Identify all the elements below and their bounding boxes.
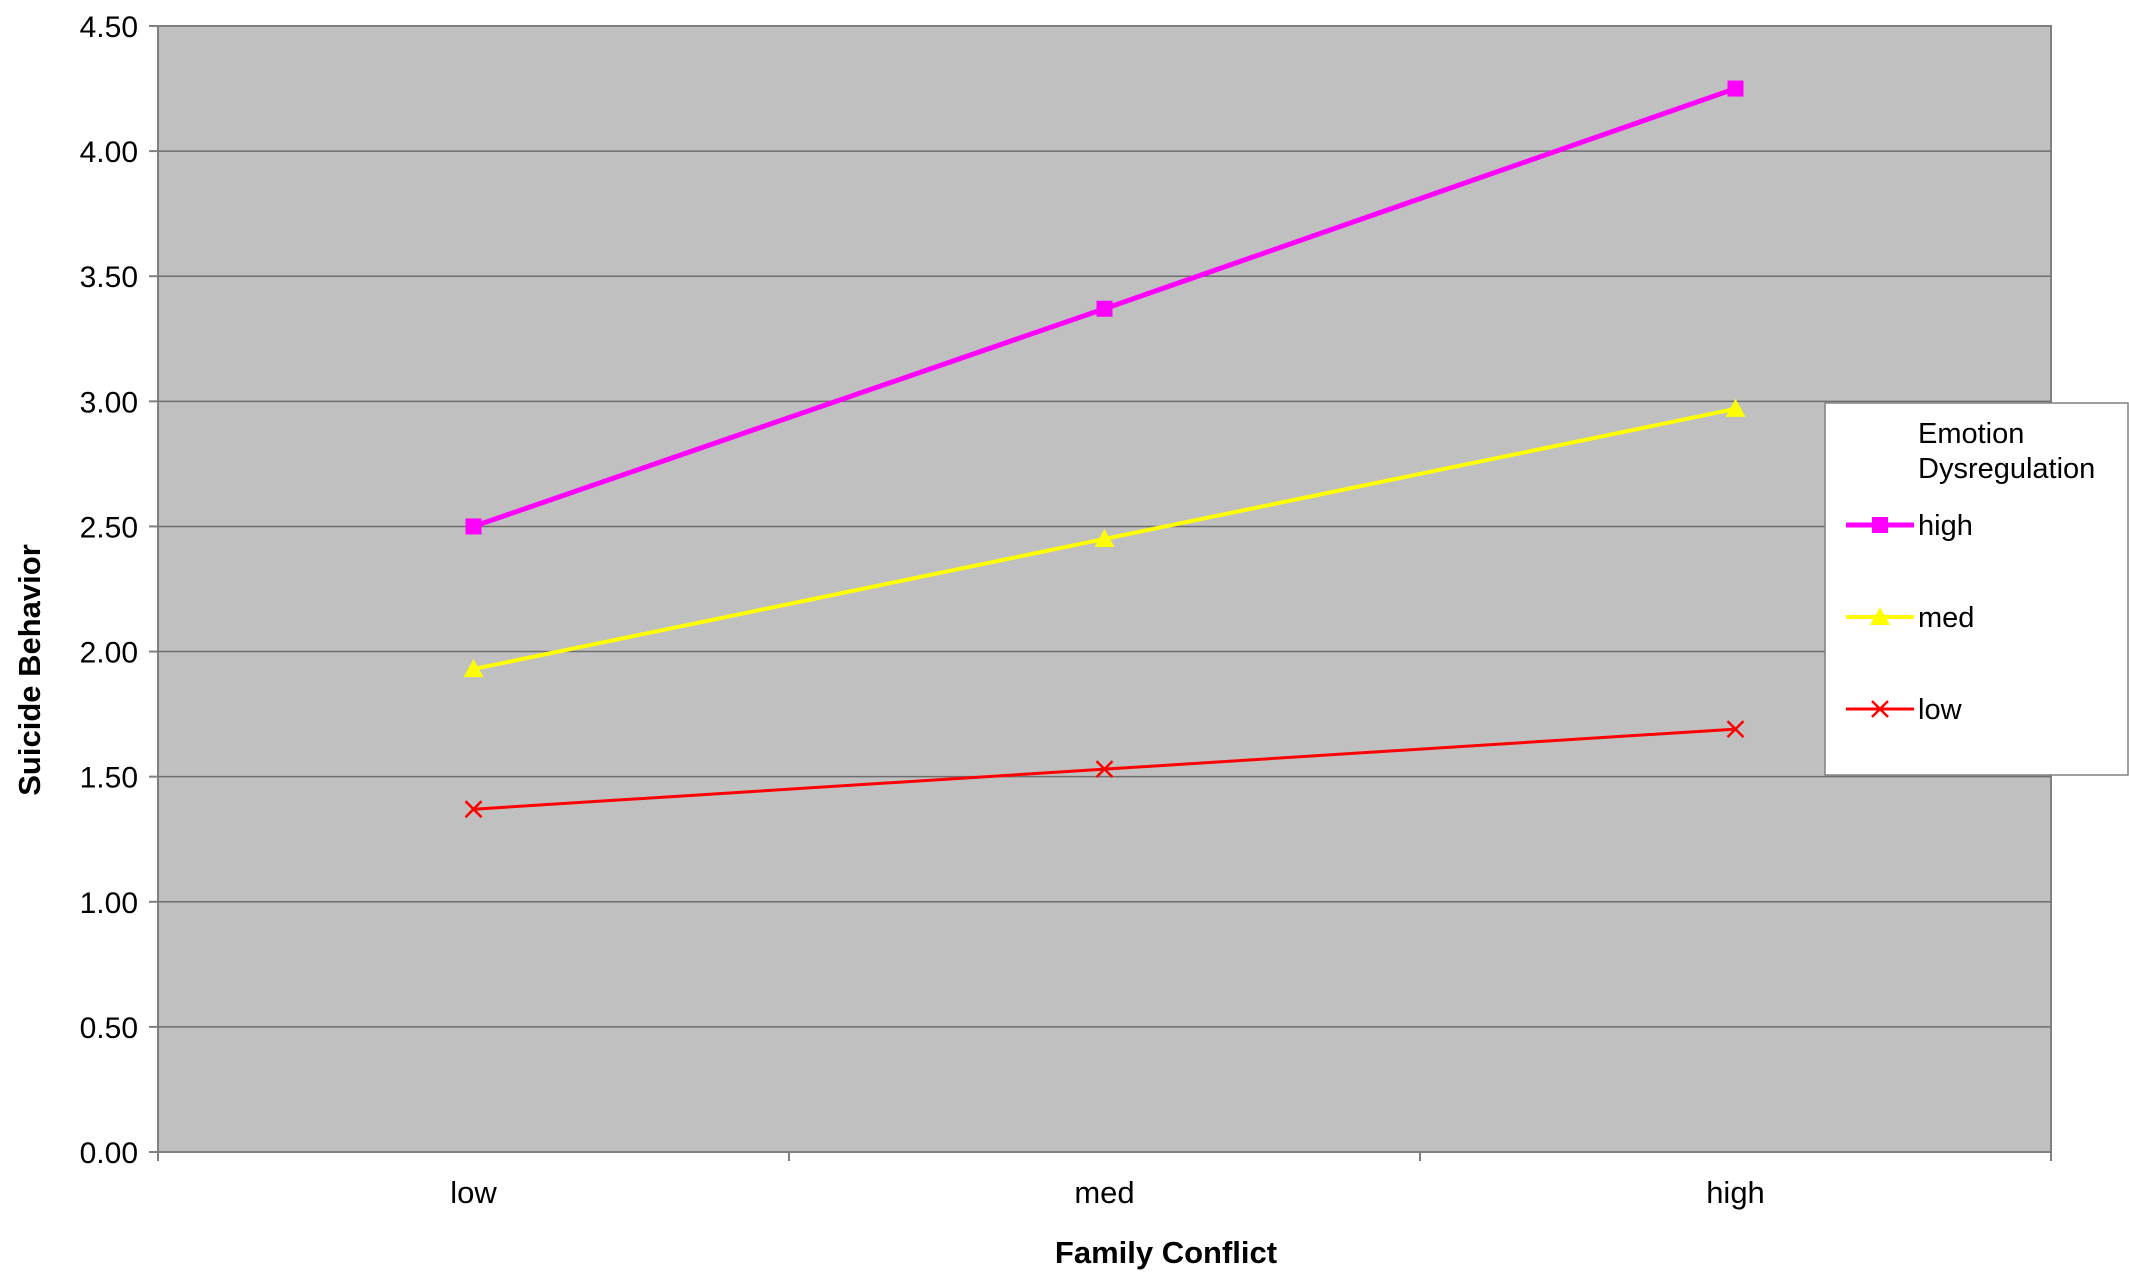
- y-tick-label: 3.50: [80, 261, 138, 294]
- series-high: [465, 80, 1744, 535]
- legend-swatch-marker: [1872, 517, 1888, 533]
- plot-area: [157, 25, 2052, 1153]
- y-tick-label: 1.00: [80, 887, 138, 920]
- y-axis: 0.00 0.50 1.00 1.50 2.00 2.50 3.00 3.50 4.00 4.50: [80, 11, 158, 1170]
- y-tick-label: 3.00: [80, 386, 138, 419]
- legend-title-line2: Dysregulation: [1918, 453, 2095, 485]
- legend-title-line1: Emotion: [1918, 418, 2024, 450]
- data-point-low-med: [1095, 760, 1114, 779]
- series-low: [464, 720, 1745, 819]
- data-point-high-low: [465, 518, 482, 535]
- legend-swatch-marker: [1870, 607, 1890, 625]
- data-point-low-high: [1726, 720, 1745, 739]
- series-med: [463, 398, 1746, 678]
- x-tick-label-high: high: [1706, 1175, 1765, 1210]
- data-point-med-low: [463, 659, 484, 678]
- y-tick-label: 1.50: [80, 762, 138, 795]
- data-point-low-low: [464, 800, 483, 819]
- legend: Emotion Dysregulation high med low: [1824, 402, 2129, 776]
- legend-item-med: med: [1846, 602, 1974, 634]
- legend-swatch-marker: [1871, 700, 1889, 718]
- x-tick-label-med: med: [1074, 1175, 1134, 1210]
- y-tick-label: 4.50: [80, 11, 138, 44]
- data-point-med-high: [1725, 398, 1746, 417]
- series-layer: [463, 80, 1746, 819]
- legend-label-low: low: [1918, 694, 1963, 726]
- legend-item-high: high: [1846, 510, 1973, 542]
- y-tick-label: 2.00: [80, 637, 138, 670]
- y-tick-label: 4.00: [80, 136, 138, 169]
- legend-item-low: low: [1846, 694, 1963, 726]
- y-tick-label: 2.50: [80, 511, 138, 544]
- x-axis: low med high: [157, 1152, 2052, 1210]
- x-tick-label-low: low: [450, 1175, 497, 1210]
- data-point-high-high: [1727, 80, 1744, 97]
- data-point-high-med: [1096, 300, 1113, 317]
- y-tick-label: 0.00: [80, 1137, 138, 1170]
- x-axis-title: Family Conflict: [1055, 1235, 1277, 1270]
- y-tick-label: 0.50: [80, 1012, 138, 1045]
- y-axis-title: Suicide Behavior: [12, 544, 47, 796]
- legend-label-high: high: [1918, 510, 1973, 542]
- legend-label-med: med: [1918, 602, 1974, 634]
- legend-items: high med low: [1846, 510, 1974, 726]
- data-point-med-med: [1094, 528, 1115, 547]
